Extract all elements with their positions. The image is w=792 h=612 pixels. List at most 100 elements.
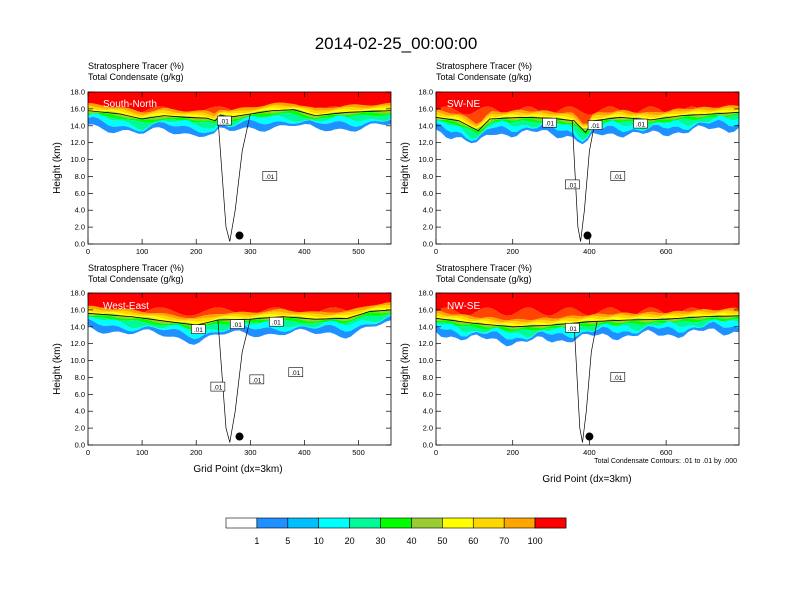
contour-label: .01 xyxy=(591,123,600,130)
tracer-band xyxy=(88,113,391,131)
y-tick-label: 0.0 xyxy=(423,240,433,249)
x-tick-label: 200 xyxy=(506,448,519,457)
colorbar-swatch xyxy=(256,517,289,529)
contour-label-box xyxy=(610,171,626,181)
tracer-band xyxy=(88,302,391,320)
y-tick-label: 12.0 xyxy=(418,339,433,348)
contour-label: .01 xyxy=(568,182,577,189)
condensate-contour xyxy=(573,321,598,443)
tracer-band xyxy=(436,105,739,127)
tracer-band xyxy=(436,119,739,145)
y-tick-label: 2.0 xyxy=(75,424,85,433)
tropopause-contour xyxy=(436,315,739,328)
contour-label-box xyxy=(249,374,265,385)
condensate-contour xyxy=(217,113,251,242)
tracer-band xyxy=(436,109,739,129)
panel-label: West-East xyxy=(103,301,149,312)
panel-west-east: Stratosphere Tracer (%) Total Condensate… xyxy=(52,263,392,475)
location-marker xyxy=(585,432,594,441)
y-tick-label: 2.0 xyxy=(75,223,85,232)
y-tick-label: 4.0 xyxy=(423,206,433,215)
y-tick-label: 12.0 xyxy=(418,138,433,147)
contour-label-box xyxy=(288,367,304,377)
x-tick-label: 400 xyxy=(583,448,596,457)
plot-frame xyxy=(435,292,740,446)
contour-label: .01 xyxy=(213,385,222,392)
colorbar-swatch xyxy=(380,517,412,529)
contour-label: .01 xyxy=(613,174,622,181)
y-axis-label: Height (km) xyxy=(400,142,411,194)
panel-subtitle-condensate: Total Condensate (g/kg) xyxy=(88,274,184,284)
colorbar-swatch xyxy=(225,517,258,529)
panel-subtitle-tracer: Stratosphere Tracer (%) xyxy=(436,61,532,71)
contour-label: .01 xyxy=(265,174,274,181)
location-marker xyxy=(235,231,244,240)
y-tick-label: 0.0 xyxy=(75,240,85,249)
x-tick-label: 0 xyxy=(86,448,90,457)
y-tick-label: 10.0 xyxy=(70,356,85,365)
tracer-band xyxy=(436,319,739,340)
colorbar-label: 5 xyxy=(285,536,290,546)
tracer-band xyxy=(436,293,739,316)
contour-label-box xyxy=(610,372,626,382)
tracer-band xyxy=(436,312,739,328)
colorbar-label: 60 xyxy=(468,536,478,546)
y-tick-label: 18.0 xyxy=(418,88,433,97)
panel-subtitle-tracer: Stratosphere Tracer (%) xyxy=(436,263,532,273)
plot-area: .01 .01 .01 .01 .01 .01 0.0 2.0 4.0 6.0 8.0 10.0 12.… xyxy=(70,289,392,457)
y-tick-label: 6.0 xyxy=(75,189,85,198)
tracer-band xyxy=(88,107,391,120)
colorbar-label: 30 xyxy=(376,536,386,546)
tracer-band xyxy=(436,307,739,321)
contour-label-box xyxy=(633,118,648,129)
contour-label: .01 xyxy=(568,326,577,333)
colorbar-swatch xyxy=(411,517,443,529)
field-layer xyxy=(88,92,391,244)
contour-label: .01 xyxy=(252,377,261,384)
panel-subtitle-tracer: Stratosphere Tracer (%) xyxy=(88,263,184,273)
tracer-band xyxy=(88,307,391,325)
tracer-band xyxy=(436,321,739,347)
tracer-band xyxy=(436,92,739,115)
colorbar-label: 70 xyxy=(499,536,509,546)
tracer-band xyxy=(436,105,739,125)
x-tick-label: 400 xyxy=(298,448,311,457)
contour-label-box xyxy=(542,117,557,128)
colorbar-swatch xyxy=(503,517,536,529)
contour-label: .01 xyxy=(272,320,281,327)
colorbar-swatch xyxy=(534,517,567,529)
plot-area: .01 .01 0.0 2.0 4.0 6.0 8.0 10.0 12.0 14.0 16.0 18.… xyxy=(418,289,740,457)
y-tick-label: 12.0 xyxy=(70,339,85,348)
y-tick-label: 16.0 xyxy=(418,104,433,113)
colorbar-label: 50 xyxy=(437,536,447,546)
y-tick-label: 16.0 xyxy=(70,305,85,314)
figure-title: 2014-02-25_00:00:00 xyxy=(315,34,478,53)
contour-note: Total Condensate Contours: .01 to .01 by… xyxy=(594,458,737,465)
contour-label-box xyxy=(191,324,206,334)
panel-label: South-North xyxy=(103,99,157,110)
panel-subtitle-condensate: Total Condensate (g/kg) xyxy=(436,72,532,82)
tracer-band xyxy=(436,115,739,141)
contour-label-box xyxy=(230,319,245,329)
tracer-band xyxy=(88,309,391,328)
colorbar-swatch xyxy=(442,517,474,529)
tracer-band xyxy=(88,293,391,316)
contour-label-box xyxy=(565,179,580,190)
colorbar-swatch xyxy=(287,517,320,529)
contour-label: .01 xyxy=(220,119,229,126)
contour-label: .01 xyxy=(233,322,242,329)
y-tick-label: 8.0 xyxy=(75,172,85,181)
colorbar-swatch xyxy=(318,517,350,529)
contour-label: .01 xyxy=(291,370,300,377)
colorbar-swatch xyxy=(349,517,381,529)
contour-label: .01 xyxy=(613,375,622,382)
panel-subtitle-tracer: Stratosphere Tracer (%) xyxy=(88,61,184,71)
y-tick-label: 10.0 xyxy=(418,155,433,164)
y-tick-label: 8.0 xyxy=(423,172,433,181)
y-tick-label: 10.0 xyxy=(70,155,85,164)
x-tick-label: 100 xyxy=(136,247,149,256)
plot-frame xyxy=(87,292,392,446)
x-tick-label: 100 xyxy=(136,448,149,457)
tropopause-contour xyxy=(436,111,739,134)
y-tick-label: 0.0 xyxy=(75,441,85,450)
